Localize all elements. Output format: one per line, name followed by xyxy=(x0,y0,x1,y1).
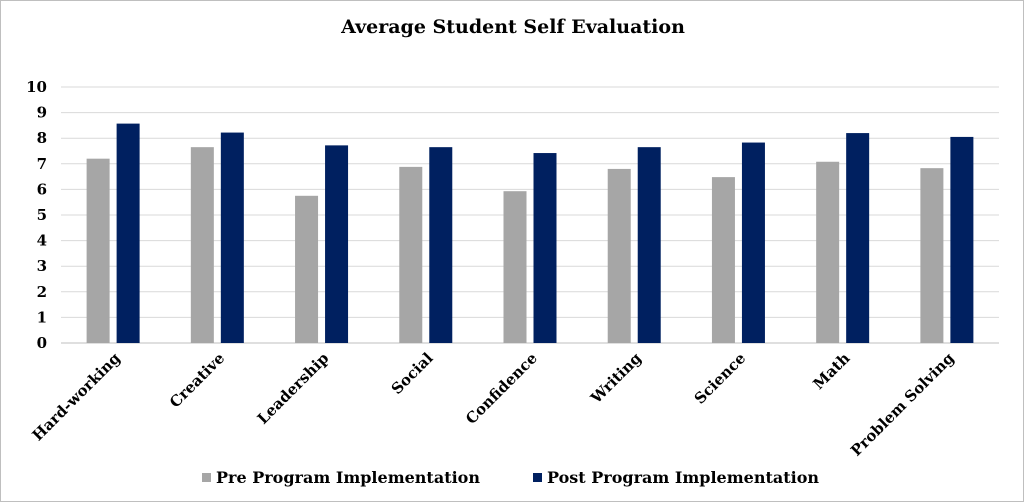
bar-pre xyxy=(86,158,110,343)
y-tick-label: 5 xyxy=(37,206,47,224)
y-tick-label: 4 xyxy=(37,232,47,250)
legend-label: Post Program Implementation xyxy=(547,468,819,487)
bar-pre xyxy=(607,168,631,343)
bar-post xyxy=(637,147,661,343)
x-tick-label: Creative xyxy=(166,349,228,411)
y-tick-label: 1 xyxy=(37,308,47,326)
bar-pre xyxy=(920,168,944,343)
bar-post xyxy=(116,123,140,343)
x-tick-label: Confidence xyxy=(462,349,541,428)
bars xyxy=(86,123,974,343)
bar-post xyxy=(220,132,244,343)
x-tick-label: Problem Solving xyxy=(847,349,958,460)
x-tick-label: Science xyxy=(691,349,750,408)
legend-swatch xyxy=(202,473,211,482)
bar-pre xyxy=(503,191,527,343)
bar-pre xyxy=(399,166,423,343)
bar-pre xyxy=(190,147,214,343)
y-tick-label: 2 xyxy=(37,283,47,301)
bar-post xyxy=(950,136,974,343)
y-tick-label: 7 xyxy=(37,155,47,173)
bar-post xyxy=(533,153,557,343)
y-axis-ticks: 0 1 2 3 4 5 6 7 8 9 10 xyxy=(26,78,47,352)
y-tick-label: 9 xyxy=(37,104,47,122)
legend-label: Pre Program Implementation xyxy=(216,468,480,487)
chart-title: Average Student Self Evaluation xyxy=(340,16,685,38)
y-tick-label: 3 xyxy=(37,257,47,275)
y-tick-label: 8 xyxy=(37,129,47,147)
bar-post xyxy=(846,133,870,343)
y-tick-label: 0 xyxy=(37,334,47,352)
bar-post xyxy=(741,142,765,343)
y-tick-label: 6 xyxy=(37,180,47,198)
legend-swatch xyxy=(533,473,542,482)
gridlines xyxy=(61,86,999,344)
bar-post xyxy=(429,147,453,343)
bar-post xyxy=(325,145,349,343)
bar-pre xyxy=(295,195,319,343)
x-tick-label: Leadership xyxy=(254,349,333,428)
bar-pre xyxy=(816,161,840,343)
x-tick-label: Math xyxy=(810,349,854,393)
x-tick-label: Hard-working xyxy=(29,349,125,445)
y-tick-label: 10 xyxy=(26,78,47,96)
x-tick-label: Social xyxy=(388,349,437,398)
x-tick-label: Writing xyxy=(587,349,646,408)
bar-pre xyxy=(711,177,735,343)
x-axis-ticks: Hard-working Creative Leadership Social Conf… xyxy=(29,349,958,460)
legend: Pre Program Implementation Post Program I… xyxy=(202,468,819,487)
